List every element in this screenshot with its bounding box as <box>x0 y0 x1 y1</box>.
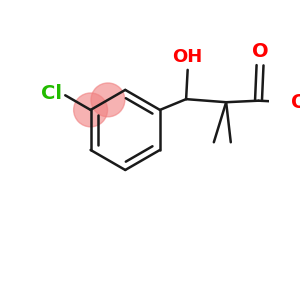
Circle shape <box>74 93 107 127</box>
Text: O: O <box>252 42 268 61</box>
Text: Cl: Cl <box>41 84 62 103</box>
Circle shape <box>91 83 125 117</box>
Text: OH: OH <box>172 48 203 66</box>
Text: O: O <box>291 93 300 112</box>
